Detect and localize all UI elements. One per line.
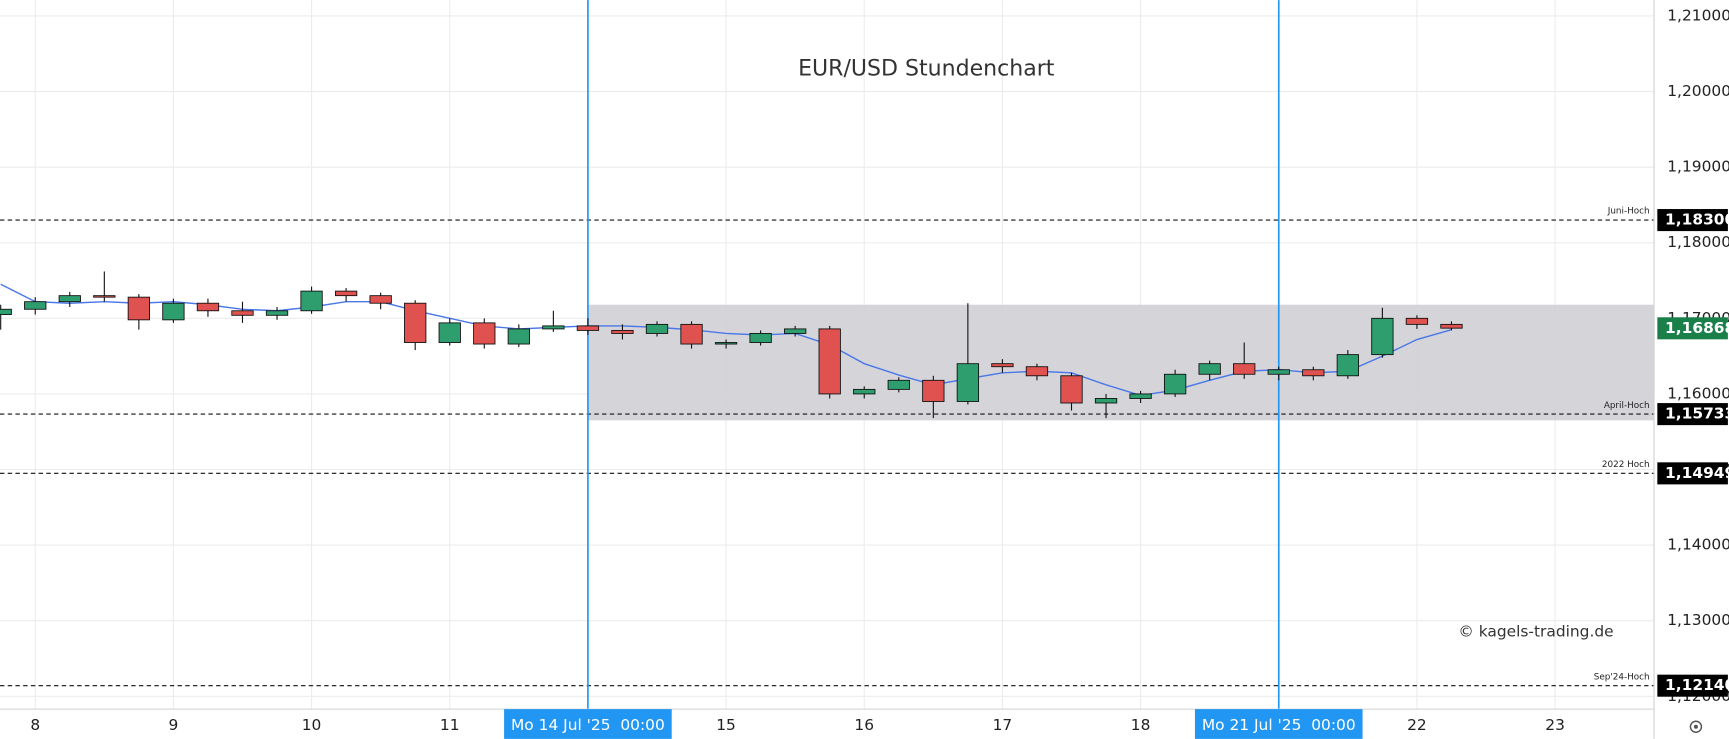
- y-tick-label: 1,21000: [1667, 6, 1729, 24]
- x-tick-label: Mo 14 Jul '25 00:00: [511, 716, 665, 734]
- candle-body: [1163, 373, 1187, 395]
- chart-title: EUR/USD Stundenchart: [798, 57, 1055, 82]
- axes: 1,120001,130001,140001,150001,160001,170…: [30, 6, 1729, 739]
- candle-body: [507, 328, 530, 345]
- candle-body: [473, 322, 496, 345]
- candle-body: [334, 290, 358, 297]
- x-tick-label: 10: [302, 716, 322, 734]
- candle-body: [1440, 323, 1463, 329]
- levels: Juni-Hoch April-Hoch 2022 Hoch Sep'24-Hoch: [0, 207, 1655, 687]
- level-label: 1,12140: [1665, 676, 1729, 694]
- x-tick-label: Mo 21 Jul '25 00:00: [1202, 716, 1356, 734]
- x-tick-label: 17: [993, 716, 1013, 734]
- x-tick-label: 8: [30, 716, 40, 734]
- x-tick-highlight: [504, 709, 672, 739]
- y-tick-label: 1,13000: [1667, 611, 1729, 629]
- candle-body: [784, 328, 807, 334]
- candle-body: [1371, 317, 1394, 356]
- level-label: 1,14949: [1665, 464, 1729, 482]
- candle-body: [542, 325, 565, 330]
- candle-body: [1060, 375, 1083, 404]
- last-price-tag: [1657, 317, 1728, 340]
- candle-body: [991, 363, 1014, 368]
- x-tick-label: 15: [716, 716, 736, 734]
- candle-body: [231, 310, 254, 316]
- candle-body: [1198, 363, 1221, 375]
- x-tick-label: 9: [168, 716, 178, 734]
- x-tick-highlight: [1194, 709, 1363, 739]
- x-tick-label: 23: [1545, 716, 1565, 734]
- y-tick-label: 1,14000: [1667, 536, 1729, 554]
- candle-body: [58, 295, 81, 303]
- candle-body: [714, 342, 738, 345]
- candle-body: [922, 379, 945, 402]
- level-name: Sep'24-Hoch: [1594, 672, 1650, 682]
- candle-body: [162, 302, 185, 321]
- level-tag: [1657, 674, 1728, 697]
- x-tick-label: 11: [440, 716, 460, 734]
- candle-body: [438, 322, 461, 343]
- candle-body: [887, 379, 910, 390]
- level-tag: [1657, 403, 1728, 426]
- settings-icon[interactable]: [1689, 720, 1703, 733]
- watermark: © kagels-trading.de: [1458, 622, 1613, 640]
- candle-body: [0, 308, 12, 315]
- settings-icon-ring[interactable]: [1689, 720, 1703, 733]
- range-box: [587, 304, 1655, 421]
- level-label: 1,18300: [1665, 211, 1729, 229]
- y-tick-label: 1,20000: [1667, 82, 1729, 100]
- y-tick-label: 1,16000: [1667, 384, 1729, 402]
- settings-icon-dot[interactable]: [1693, 724, 1698, 729]
- y-tick-label: 1,18000: [1667, 233, 1729, 251]
- last-price-label: 1,16868: [1665, 319, 1729, 337]
- candle-body: [1302, 369, 1325, 377]
- candle-body: [1336, 354, 1359, 377]
- candle-body: [1025, 366, 1049, 377]
- level-tag: [1657, 462, 1728, 485]
- candle-body: [853, 388, 876, 395]
- candle-body: [196, 302, 220, 312]
- candles: [0, 271, 1463, 419]
- x-tick-label: 18: [1131, 716, 1151, 734]
- candle-body: [749, 333, 772, 343]
- candle-body: [680, 323, 703, 345]
- level-name: April-Hoch: [1604, 401, 1650, 411]
- candle-body: [1267, 369, 1290, 375]
- candle-body: [1129, 393, 1152, 399]
- level-name: Juni-Hoch: [1607, 207, 1650, 217]
- candle-body: [93, 295, 116, 298]
- candle-body: [576, 325, 600, 331]
- vertical-lines: [587, 0, 1280, 710]
- candle-body: [645, 323, 669, 334]
- candle-body: [956, 363, 980, 402]
- range-box-layer: [587, 304, 1655, 421]
- candle-body: [818, 328, 841, 395]
- candle-body: [1094, 398, 1118, 404]
- candle-body: [1233, 363, 1256, 375]
- x-tick-label: 16: [854, 716, 874, 734]
- x-tick-label: 22: [1407, 716, 1427, 734]
- y-tick-label: 1,19000: [1667, 158, 1729, 176]
- candle-body: [127, 296, 151, 321]
- level-name: 2022 Hoch: [1602, 460, 1650, 470]
- candle-body: [24, 301, 47, 310]
- candle-body: [300, 290, 323, 312]
- level-label: 1,15733: [1665, 405, 1729, 423]
- candle-body: [611, 329, 634, 334]
- candle-body: [265, 310, 289, 316]
- candle-body: [369, 295, 392, 304]
- candle-body: [404, 302, 427, 343]
- level-tag: [1657, 209, 1728, 232]
- candle-body: [1405, 317, 1429, 325]
